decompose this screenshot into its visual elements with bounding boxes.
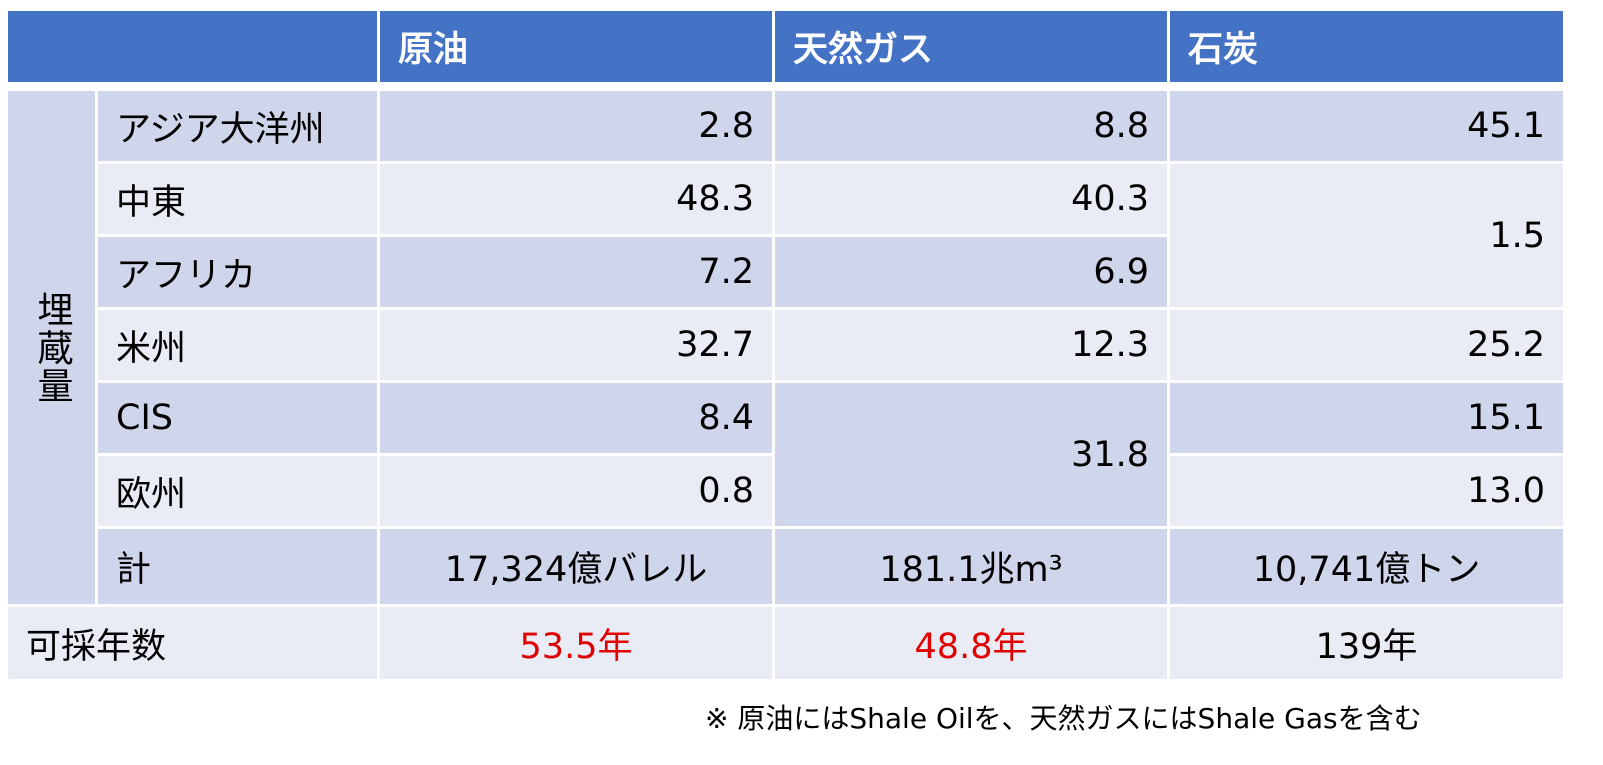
cell: 53.5年 bbox=[377, 604, 775, 682]
header-cell bbox=[5, 8, 380, 85]
row-label: 可採年数 bbox=[5, 604, 380, 682]
row-label: アフリカ bbox=[95, 234, 380, 310]
cell: 32.7 bbox=[377, 307, 775, 383]
cell: 48.8年 bbox=[772, 604, 1170, 682]
header-cell: 石炭 bbox=[1167, 8, 1566, 85]
row-label: 欧州 bbox=[95, 453, 380, 529]
group-label: 埋蔵量 bbox=[5, 88, 98, 607]
spacer bbox=[6, 83, 1565, 90]
header-cell: 天然ガス bbox=[772, 8, 1170, 85]
cell: 8.8 bbox=[772, 88, 1170, 164]
reserves-table: 原油 天然ガス 石炭 埋蔵量 アジア大洋州 2.8 8.8 45.1 中東 48… bbox=[5, 8, 1566, 682]
row: アフリカ 7.2 6.9 bbox=[7, 234, 1565, 310]
cell: 12.3 bbox=[772, 307, 1170, 383]
years-row: 可採年数 53.5年 48.8年 139年 bbox=[5, 604, 1566, 682]
cell: 17,324億バレル bbox=[377, 526, 775, 607]
total-row: 計 17,324億バレル 181.1兆m³ 10,741億トン bbox=[7, 526, 1566, 607]
row: CIS 8.4 31.8 15.1 bbox=[7, 380, 1566, 529]
header-cell: 原油 bbox=[377, 8, 775, 85]
cell: 7.2 bbox=[377, 234, 775, 310]
row: 中東 48.3 40.3 1.5 bbox=[7, 161, 1566, 310]
cell: 1.5 bbox=[1167, 161, 1566, 310]
row-label: 中東 bbox=[95, 161, 380, 237]
cell: 8.4 bbox=[377, 380, 775, 456]
cell: 10,741億トン bbox=[1167, 526, 1566, 607]
cell: 25.2 bbox=[1167, 307, 1566, 383]
cell: 15.1 bbox=[1167, 380, 1566, 456]
cell: 6.9 bbox=[772, 234, 1170, 310]
row: 埋蔵量 アジア大洋州 2.8 8.8 45.1 bbox=[5, 88, 1566, 607]
row-label: 米州 bbox=[95, 307, 380, 383]
row: 欧州 0.8 13.0 bbox=[7, 453, 1566, 529]
cell: 45.1 bbox=[1167, 88, 1566, 164]
footnote: ※ 原油にはShale Oilを、天然ガスにはShale Gasを含む bbox=[705, 702, 1422, 735]
cell: 2.8 bbox=[377, 88, 775, 164]
cell: 139年 bbox=[1167, 604, 1566, 682]
cell: 0.8 bbox=[377, 453, 775, 529]
cell: 31.8 bbox=[772, 380, 1170, 529]
header-row: 原油 天然ガス 石炭 bbox=[5, 8, 1566, 85]
cell: 40.3 bbox=[772, 161, 1170, 237]
cell: 181.1兆m³ bbox=[772, 526, 1170, 607]
row: 米州 32.7 12.3 25.2 bbox=[7, 307, 1566, 383]
cell: 48.3 bbox=[377, 161, 775, 237]
row-label: アジア大洋州 bbox=[95, 88, 380, 164]
row-label: CIS bbox=[95, 380, 380, 456]
cell: 13.0 bbox=[1167, 453, 1566, 529]
row-label: 計 bbox=[95, 526, 380, 607]
